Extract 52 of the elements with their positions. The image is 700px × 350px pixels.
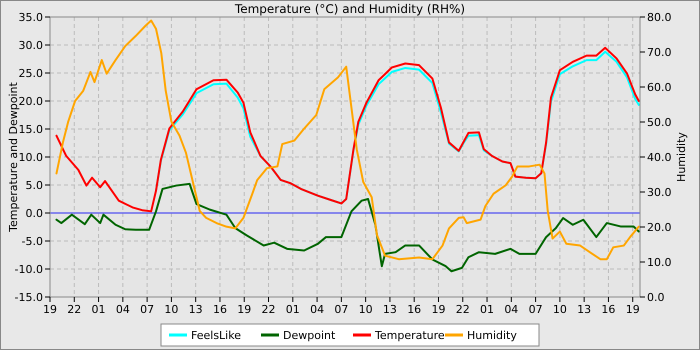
x-tick-label: 22 (67, 303, 82, 316)
y-tick-label: 15.0 (18, 123, 43, 136)
y2-tick-label: 80.0 (647, 11, 672, 24)
x-tick-label: 16 (601, 303, 616, 316)
y2-tick-label: 10.0 (647, 256, 672, 269)
legend-label: FeelsLike (191, 329, 242, 342)
x-tick-label: 07 (528, 303, 543, 316)
y-tick-label: -10.0 (14, 263, 43, 276)
x-tick-label: 19 (237, 303, 252, 316)
x-tick-label: 07 (334, 303, 348, 316)
x-tick-label: 01 (480, 303, 494, 316)
y-tick-label: 0.0 (26, 207, 43, 220)
y-axis-title: Temperature and Dewpoint (7, 81, 20, 233)
x-tick-label: 19 (431, 303, 446, 316)
x-tick-label: 19 (626, 303, 640, 316)
x-tick-label: 22 (262, 303, 276, 316)
y2-tick-label: 20.0 (647, 221, 672, 234)
y2-axis-title: Humidity (675, 132, 688, 182)
x-tick-label: 01 (92, 303, 106, 316)
y2-tick-label: 40.0 (647, 151, 672, 164)
x-tick-label: 04 (310, 303, 324, 316)
x-tick-label: 19 (43, 303, 57, 316)
x-tick-label: 22 (456, 303, 470, 316)
x-tick-label: 13 (382, 303, 397, 316)
x-tick-label: 01 (286, 303, 300, 316)
legend-label: Temperature (374, 329, 445, 342)
y-tick-label: 25.0 (18, 67, 43, 80)
y-tick-label: 10.0 (18, 151, 43, 164)
y-tick-label: 35.0 (18, 11, 43, 24)
y2-tick-label: 30.0 (647, 186, 672, 199)
legend-label: Dewpoint (283, 329, 336, 342)
y-tick-label: 20.0 (18, 95, 43, 108)
x-tick-label: 13 (577, 303, 592, 316)
x-tick-label: 16 (407, 303, 422, 316)
chart-title: Temperature (°C) and Humidity (RH%) (234, 2, 466, 16)
y2-tick-label: 70.0 (647, 46, 672, 59)
x-tick-label: 04 (504, 303, 518, 316)
legend-label: Humidity (467, 329, 518, 342)
x-tick-label: 10 (552, 303, 567, 316)
x-tick-label: 04 (116, 303, 130, 316)
y2-tick-label: 0.0 (647, 291, 664, 304)
x-tick-label: 10 (358, 303, 373, 316)
y-tick-label: -5.0 (22, 235, 43, 248)
y2-tick-label: 60.0 (647, 81, 672, 94)
y-tick-label: -15.0 (14, 291, 43, 304)
x-tick-label: 13 (188, 303, 203, 316)
x-tick-label: 10 (164, 303, 178, 316)
y-tick-label: 5.0 (26, 179, 43, 192)
x-tick-label: 16 (212, 303, 227, 316)
y-tick-label: 30.0 (18, 39, 43, 52)
x-tick-label: 07 (140, 303, 154, 316)
y2-tick-label: 50.0 (647, 116, 672, 129)
